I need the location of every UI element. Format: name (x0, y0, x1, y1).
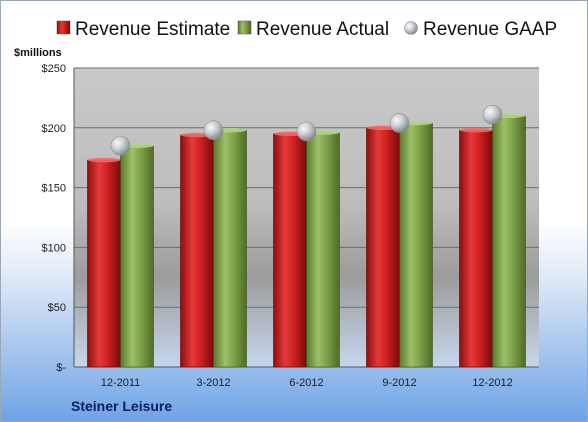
bar-revenue-estimate (180, 134, 214, 368)
legend-label: Revenue Estimate (75, 19, 230, 40)
legend-swatch (404, 21, 418, 35)
company-name: Steiner Leisure (71, 398, 172, 414)
legend-label: Revenue GAAP (423, 19, 557, 40)
y-axis-ticks: $- $50 $100 $150 $200 $250 (42, 63, 67, 374)
legend: Revenue Estimate Revenue Actual Revenue GA… (56, 19, 557, 40)
bars (87, 113, 526, 368)
marker-revenue-gaap (389, 113, 410, 133)
x-tick-label: 12-2012 (472, 377, 512, 389)
bar-revenue-actual (399, 122, 433, 368)
y-tick-label: $50 (48, 302, 66, 314)
bar-revenue-actual (306, 132, 340, 368)
y-tick-label: $- (56, 362, 66, 374)
y-tick-label: $200 (42, 123, 66, 135)
bar-revenue-estimate (459, 129, 493, 368)
bar-revenue-estimate (366, 127, 400, 368)
y-tick-label: $100 (42, 242, 66, 254)
y-tick-label: $250 (42, 63, 66, 75)
y-tick-label: $150 (42, 183, 66, 195)
marker-revenue-gaap (203, 120, 224, 140)
bar-revenue-actual (120, 145, 154, 368)
x-tick-label: 3-2012 (196, 377, 230, 389)
bar-revenue-estimate (87, 159, 121, 368)
x-tick-label: 6-2012 (289, 377, 323, 389)
x-tick-label: 9-2012 (382, 377, 416, 389)
marker-revenue-gaap (482, 104, 503, 125)
x-tick-label: 12-2011 (101, 377, 141, 389)
legend-swatch (237, 20, 252, 35)
gaap-markers (110, 104, 503, 156)
x-axis-ticks: 12-2011 3-2012 6-2012 9-2012 12-2012 (101, 377, 513, 389)
legend-label: Revenue Actual (256, 19, 389, 40)
marker-revenue-gaap (110, 135, 131, 156)
y-axis-unit-label: $millions (14, 47, 62, 59)
marker-revenue-gaap (296, 121, 317, 142)
bar-revenue-actual (213, 129, 247, 368)
bar-revenue-estimate (273, 133, 307, 368)
legend-swatch (56, 20, 71, 35)
bar-revenue-actual (492, 115, 526, 368)
